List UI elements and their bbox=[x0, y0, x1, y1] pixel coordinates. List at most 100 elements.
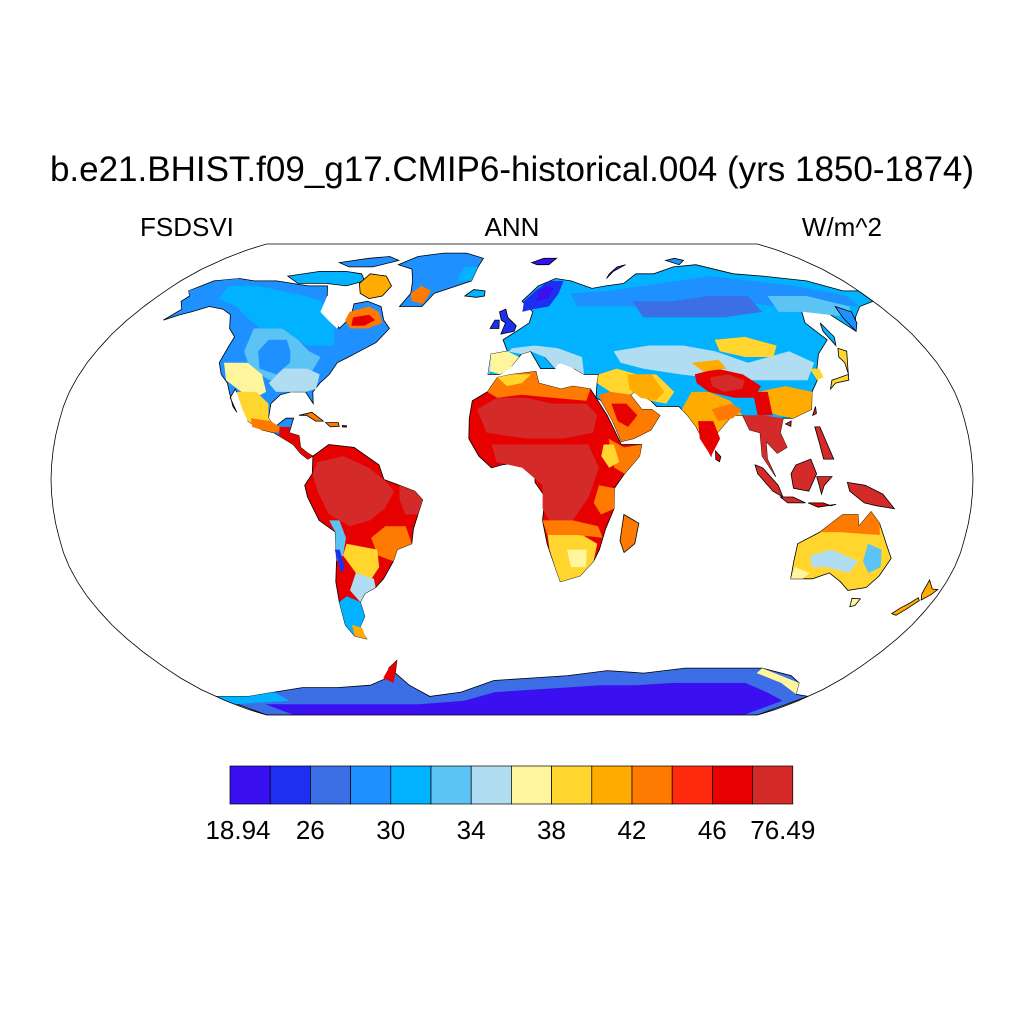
colorbar-box bbox=[511, 765, 552, 805]
sa-altiplano bbox=[329, 520, 346, 562]
antarctica-interior bbox=[265, 682, 783, 715]
arabia-core bbox=[611, 403, 638, 427]
hudson-bay bbox=[320, 296, 350, 329]
na-plains bbox=[258, 339, 291, 375]
uk bbox=[499, 308, 517, 335]
korea bbox=[809, 368, 824, 381]
africa-east bbox=[593, 485, 615, 515]
na-southwest bbox=[224, 362, 267, 398]
central-america bbox=[278, 426, 313, 460]
tasmania bbox=[849, 597, 862, 608]
colorbar-box bbox=[551, 765, 593, 805]
plot-title: b.e21.BHIST.f09_g17.CMIP6-historical.004… bbox=[49, 150, 975, 189]
sa-southcone-warm bbox=[343, 543, 380, 579]
borneo bbox=[790, 458, 818, 492]
colorbar-tick-label: 42 bbox=[617, 815, 646, 845]
africa-ethiopia bbox=[601, 444, 620, 468]
sa-atacama bbox=[334, 549, 345, 573]
australia-interior bbox=[810, 549, 859, 573]
colorbar-tick-label: 30 bbox=[376, 815, 405, 845]
antarctic-coast-west bbox=[216, 692, 290, 705]
colorbar-box bbox=[350, 765, 392, 805]
greenland-south bbox=[410, 285, 432, 304]
colorbar-box bbox=[430, 765, 472, 805]
colorbar-box bbox=[752, 765, 794, 805]
baffin-island bbox=[358, 273, 392, 300]
taiwan bbox=[812, 406, 817, 417]
units-label: W/m^2 bbox=[801, 212, 882, 242]
siberia-east bbox=[767, 296, 852, 318]
antarctic-coast-east bbox=[756, 668, 799, 695]
new-guinea bbox=[846, 481, 896, 510]
africa-sahara bbox=[477, 397, 598, 439]
severnaya-zemlya bbox=[664, 257, 685, 266]
india-east bbox=[711, 403, 742, 422]
colorbar-boxes bbox=[229, 765, 794, 805]
japan bbox=[829, 347, 850, 391]
na-mid-north bbox=[218, 285, 335, 346]
china-southwest bbox=[752, 391, 773, 416]
scandinavia-core bbox=[536, 285, 554, 302]
land-fill-layer bbox=[163, 252, 939, 715]
india-south bbox=[698, 421, 721, 457]
siberia-central bbox=[632, 296, 762, 318]
africa-maghreb bbox=[497, 374, 532, 387]
nz-south bbox=[890, 597, 920, 616]
colorbar-box bbox=[712, 765, 753, 805]
africa-south-high bbox=[566, 549, 587, 568]
colorbar-tick-label: 46 bbox=[698, 815, 727, 845]
sa-amazon bbox=[312, 456, 395, 527]
australia-east bbox=[863, 543, 882, 573]
africa-southern-belt bbox=[542, 520, 603, 538]
svalbard bbox=[530, 257, 558, 266]
iceland bbox=[463, 289, 486, 298]
nz-north bbox=[920, 578, 939, 601]
colorbar-box bbox=[310, 765, 351, 805]
lesser-sunda bbox=[807, 502, 837, 508]
iran-plateau bbox=[627, 374, 665, 401]
season-label: ANN bbox=[484, 212, 540, 242]
philippines bbox=[814, 426, 835, 460]
sa-northeast bbox=[399, 485, 423, 515]
tibet-core bbox=[710, 374, 745, 392]
sa-pampas bbox=[350, 572, 376, 602]
arctic-islands-north bbox=[337, 256, 401, 268]
sakhalin bbox=[819, 322, 837, 347]
alaska-coast bbox=[188, 278, 240, 302]
colorbar-tick-labels: 18.94 26 30 34 38 42 46 76.49 bbox=[205, 815, 815, 845]
colorbar-box bbox=[269, 765, 311, 805]
europe-south bbox=[488, 345, 585, 375]
colorbar-box bbox=[591, 765, 633, 805]
africa-central bbox=[491, 444, 599, 527]
kamchatka bbox=[834, 305, 858, 333]
ireland bbox=[489, 319, 500, 329]
australia-north bbox=[819, 511, 880, 535]
labrador-quebec-core bbox=[351, 314, 376, 326]
na-southeast bbox=[268, 368, 320, 392]
australia-southwest bbox=[790, 567, 810, 579]
colorbar-box bbox=[229, 765, 271, 805]
colorbar-tick-label: 18.94 bbox=[205, 815, 270, 845]
java bbox=[779, 496, 806, 504]
hispaniola bbox=[324, 422, 340, 428]
tarim bbox=[691, 359, 727, 372]
colorbar-box bbox=[390, 765, 432, 805]
colorbar-box bbox=[470, 765, 512, 805]
sa-patagonia-south bbox=[352, 624, 367, 639]
colorbar-tick-label: 34 bbox=[457, 815, 486, 845]
mongolia bbox=[714, 336, 777, 357]
iberia bbox=[490, 351, 519, 375]
madagascar bbox=[619, 513, 640, 554]
variable-label: FSDSVI bbox=[140, 212, 234, 242]
greenland-east bbox=[456, 266, 478, 281]
map-boundary bbox=[50, 243, 974, 716]
sri-lanka bbox=[715, 449, 722, 463]
colorbar-tick-label: 76.49 bbox=[750, 815, 815, 845]
colorbar-tick-label: 38 bbox=[537, 815, 566, 845]
southeast-asia bbox=[742, 415, 787, 477]
sulawesi bbox=[816, 476, 833, 496]
novaya-zemlya bbox=[606, 264, 626, 279]
cuba bbox=[298, 411, 325, 422]
hainan bbox=[784, 420, 792, 428]
